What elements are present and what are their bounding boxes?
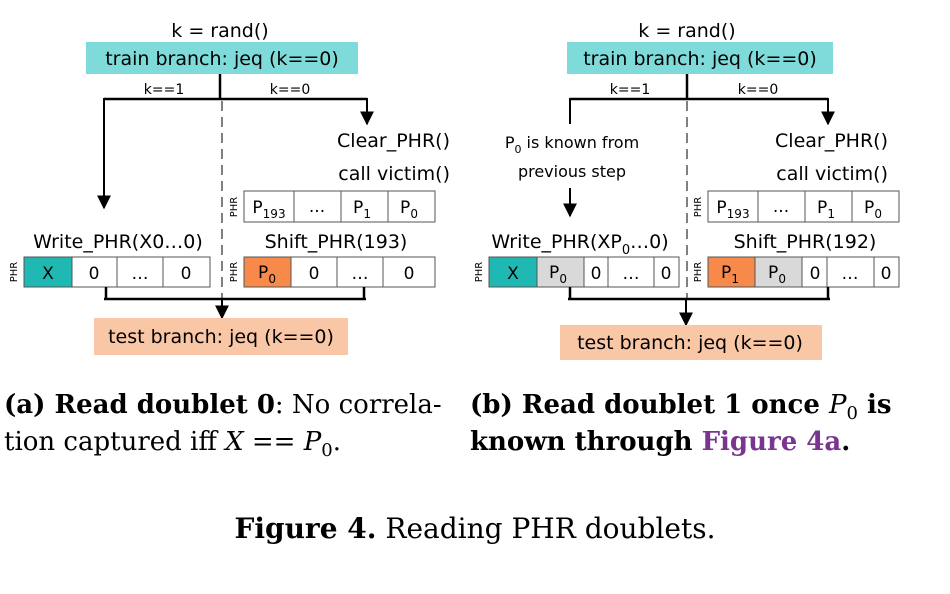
panel-a-write-cell: 0 <box>181 264 192 284</box>
panel-b-write-cell: … <box>623 264 640 284</box>
panel-b-shift-cell: 0 <box>810 264 821 284</box>
panel-b-shift-cell: 0 <box>881 264 892 284</box>
panel-a-shift-phr: Shift_PHR(193) <box>265 231 408 253</box>
panel-a-shift-cell: 0 <box>309 264 320 284</box>
panel-b-caption-line1: (b) Read doublet 1 once P0 is <box>470 390 892 424</box>
panel-b-victim-cell: ... <box>773 197 789 217</box>
panel-a-caption-line2: tion captured iff X == P0. <box>4 427 341 461</box>
panel-a-train-branch-label: train branch: jeq (k==0) <box>105 48 339 70</box>
panel-b-note-line1: P0 is known from <box>505 133 639 156</box>
panel-b-test-branch-label: test branch: jeq (k==0) <box>577 332 803 354</box>
panel-a-rand-label: k = rand() <box>171 20 268 42</box>
panel-a-edge-right: k==0 <box>270 82 310 98</box>
panel-a-shift-phr-tag: PHR <box>229 262 240 283</box>
panel-b-victim-cell: P193 <box>716 198 749 221</box>
panel-b-note-line2: previous step <box>518 162 626 181</box>
panel-a-victim-phr-tag: PHR <box>229 197 240 218</box>
panel-b-write-phr: Write_PHR(XP0…0) <box>491 231 668 258</box>
panel-b-shift-cell: P0 <box>768 263 786 286</box>
panel-a-shift-cell: … <box>352 264 369 284</box>
panel-a-victim-cell: P0 <box>400 198 418 221</box>
panel-b-test-branch-box <box>560 325 822 360</box>
panel-b-train-branch-label: train branch: jeq (k==0) <box>583 48 817 70</box>
panel-b-shift-phr-tag: PHR <box>693 262 704 283</box>
panel-a-clear-phr: Clear_PHR() <box>337 130 450 152</box>
panel-b-clear-phr: Clear_PHR() <box>775 130 888 152</box>
panel-b-write-cell: 0 <box>591 264 602 284</box>
panel-a-write-cell: 0 <box>89 264 100 284</box>
panel-a-test-branch-box <box>94 318 348 355</box>
panel-a-write-cell: … <box>132 264 149 284</box>
panel-a-write-phr: Write_PHR(X0…0) <box>33 231 203 253</box>
panel-b-shift-phr: Shift_PHR(192) <box>734 231 877 253</box>
panel-a-edge-left: k==1 <box>144 82 184 98</box>
panel-b-write-phr-row: X P0 0 … 0 <box>488 256 680 288</box>
panel-b-victim-phr-tag: PHR <box>693 197 704 218</box>
panel-b-shift-phr-row: P1 P0 0 … 0 <box>707 256 900 288</box>
figure-caption: Figure 4. Reading PHR doublets. <box>234 512 715 545</box>
panel-a-write-cell: X <box>42 264 54 284</box>
panel-a-shift-phr-row: P0 0 … 0 <box>243 256 436 288</box>
panel-b-write-cell: X <box>507 264 519 284</box>
panel-b-shift-cell: P1 <box>721 263 739 286</box>
panel-a-call-victim: call victim() <box>338 163 450 185</box>
panel-b-write-phr-tag: PHR <box>474 262 485 283</box>
panel-b: k = rand() train branch: jeq (k==0) k==1… <box>470 20 900 457</box>
panel-a-write-phr-tag: PHR <box>9 262 20 283</box>
panel-b-edge-left: k==1 <box>610 82 650 98</box>
panel-a-victim-cell: ... <box>309 197 325 217</box>
panel-a-test-branch-label: test branch: jeq (k==0) <box>108 326 334 348</box>
panel-a-caption-line1: (a) Read doublet 0: No correla- <box>4 390 442 420</box>
panel-b-shift-cell: … <box>842 264 859 284</box>
panel-b-rand-label: k = rand() <box>638 20 735 42</box>
panel-b-victim-cell: P0 <box>864 198 882 221</box>
panel-a-victim-cell: P1 <box>353 198 371 221</box>
panel-b-victim-cell: P1 <box>817 198 835 221</box>
panel-b-write-cell: 0 <box>661 264 672 284</box>
panel-b-edge-right: k==0 <box>738 82 778 98</box>
figure-4a-link[interactable]: Figure 4a <box>702 427 842 457</box>
panel-a-shift-cell: P0 <box>258 263 276 286</box>
panel-b-call-victim: call victim() <box>776 163 888 185</box>
panel-a-write-phr-row: X 0 … 0 <box>23 256 211 288</box>
panel-a-victim-phr-row: P193 ... P1 P0 <box>243 190 436 223</box>
panel-b-train-branch-box <box>567 42 833 74</box>
panel-a-train-branch-box <box>86 42 358 74</box>
panel-a: k = rand() train branch: jeq (k==0) k==1… <box>4 20 450 461</box>
panel-b-caption-line2: known through Figure 4a. <box>470 427 850 457</box>
panel-a-victim-cell: P193 <box>252 198 285 221</box>
panel-a-shift-cell: 0 <box>404 264 415 284</box>
panel-b-victim-phr-row: P193 ... P1 P0 <box>707 190 900 223</box>
panel-b-write-cell: P0 <box>549 263 567 286</box>
